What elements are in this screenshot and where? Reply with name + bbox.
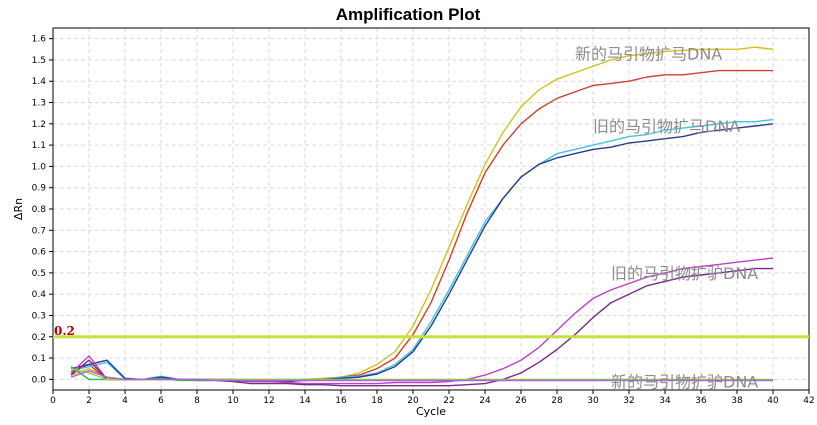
y-tick-label: 1.6 [32, 35, 47, 45]
y-tick-label: 0.9 [32, 184, 47, 194]
y-tick-label: 1.4 [32, 77, 47, 87]
y-tick-label: 0.4 [32, 290, 47, 300]
y-tick-label: 0.3 [32, 311, 46, 321]
y-tick-label: 0.0 [32, 375, 47, 385]
x-tick-label: 22 [443, 396, 454, 406]
y-tick-label: 1.2 [32, 120, 46, 130]
x-tick-label: 16 [335, 396, 347, 406]
x-tick-label: 42 [803, 396, 814, 406]
y-tick-label: 0.5 [32, 269, 46, 279]
x-tick-label: 28 [551, 396, 563, 406]
x-tick-label: 38 [731, 396, 743, 406]
series-layer [70, 46, 774, 387]
series-line-4 [70, 123, 774, 383]
series-line-1 [70, 46, 774, 381]
x-tick-label: 36 [695, 396, 707, 406]
y-tick-label: 1.3 [32, 99, 46, 109]
x-tick-label: 8 [194, 396, 200, 406]
x-tick-label: 34 [659, 396, 671, 406]
y-tick-label: 1.0 [32, 162, 47, 172]
x-tick-label: 2 [86, 396, 92, 406]
y-tick-label: 0.6 [32, 248, 47, 258]
series-annotation: 新的马引物扩驴DNA [611, 372, 758, 391]
x-tick-label: 26 [515, 396, 527, 406]
x-tick-label: 30 [587, 396, 599, 406]
x-tick-label: 12 [263, 396, 274, 406]
x-tick-label: 4 [122, 396, 128, 406]
series-annotation: 旧的马引物扩驴DNA [611, 264, 758, 283]
x-tick-label: 18 [371, 396, 383, 406]
y-tick-label: 1.1 [32, 141, 46, 151]
series-line-3 [70, 118, 774, 382]
x-tick-label: 32 [623, 396, 634, 406]
axis-ticks: 0.0 0.1 0.2 0.3 0.4 0.5 0.6 0.7 0.8 0.9 1.0 1.1 1.2 1… [32, 35, 815, 406]
x-tick-label: 10 [227, 396, 239, 406]
y-tick-label: 1.5 [32, 56, 46, 66]
series-annotation: 新的马引物扩马DNA [575, 45, 722, 64]
y-tick-label: 0.8 [32, 205, 47, 215]
x-tick-label: 24 [479, 396, 491, 406]
threshold-layer: 0.2 [53, 324, 809, 339]
x-axis-label: Cycle [416, 405, 446, 418]
x-tick-label: 14 [299, 396, 311, 406]
x-tick-label: 40 [767, 396, 779, 406]
y-tick-label: 0.7 [32, 226, 46, 236]
annotation-layer: 新的马引物扩马DNA 旧的马引物扩马DNA 旧的马引物扩驴DNA 新的马引物扩驴DNA [575, 45, 758, 392]
chart-title: Amplification Plot [336, 5, 481, 24]
y-tick-label: 0.2 [32, 333, 46, 343]
x-tick-label: 20 [407, 396, 419, 406]
threshold-label: 0.2 [54, 324, 75, 338]
series-line-6 [70, 267, 773, 387]
y-axis-label: ΔRn [12, 198, 25, 220]
series-line-9 [70, 370, 773, 382]
y-tick-label: 0.1 [32, 354, 46, 364]
series-annotation: 旧的马引物扩马DNA [593, 117, 740, 136]
x-tick-label: 0 [50, 396, 56, 406]
x-tick-label: 6 [158, 396, 164, 406]
